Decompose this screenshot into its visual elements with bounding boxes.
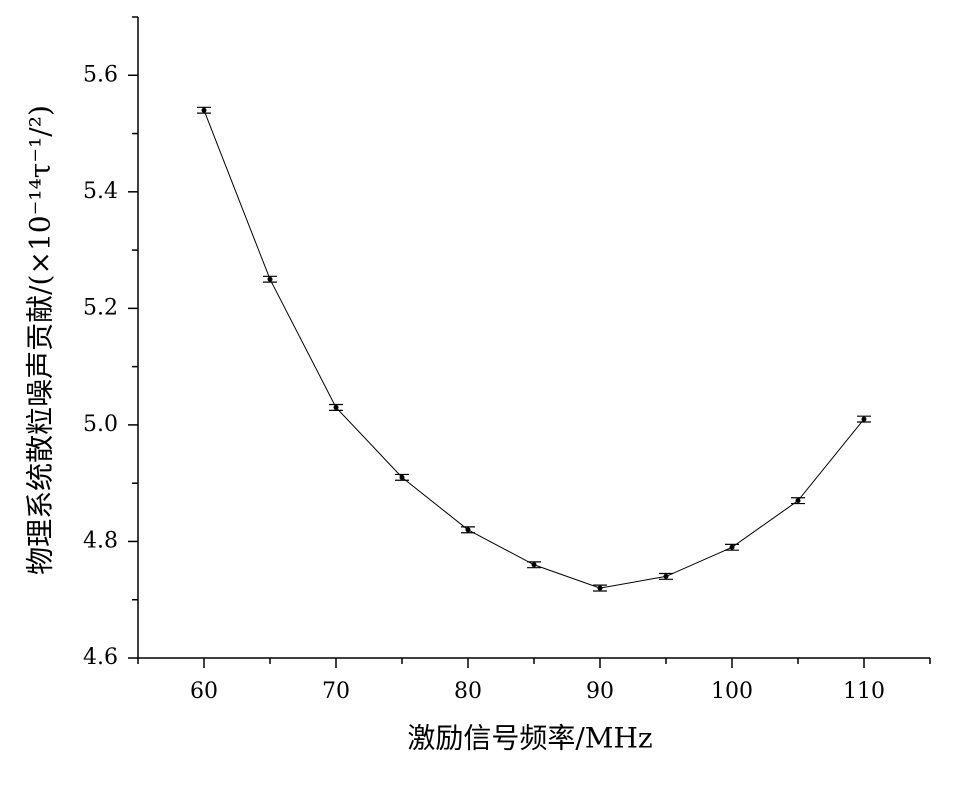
y-tick-label: 5.6: [83, 62, 118, 87]
x-tick-label: 70: [322, 679, 350, 704]
y-tick-label: 4.6: [83, 645, 118, 670]
point: [201, 107, 207, 113]
line: [203, 110, 865, 589]
y-axis-label: 物理系统散粒噪声贡献/(×10⁻¹⁴τ⁻¹/²): [24, 105, 57, 575]
x-tick-label: 100: [711, 679, 753, 704]
y-tick-label: 5.2: [83, 295, 118, 320]
point: [531, 562, 537, 568]
x-tick-label: 110: [843, 679, 885, 704]
point: [333, 404, 339, 410]
point: [597, 585, 603, 591]
point: [861, 416, 867, 422]
point: [267, 276, 273, 282]
point: [399, 474, 405, 480]
x-tick-label: 90: [586, 679, 614, 704]
point: [465, 527, 471, 533]
y-tick-label: 5.4: [83, 179, 118, 204]
point: [795, 498, 801, 504]
x-tick-label: 60: [190, 679, 218, 704]
point: [729, 544, 735, 550]
x-axis-label: 激励信号频率/MHz: [407, 722, 652, 755]
y-tick-label: 4.8: [83, 528, 118, 553]
point: [663, 573, 669, 579]
x-tick-label: 80: [454, 679, 482, 704]
y-tick-label: 5.0: [83, 412, 118, 437]
